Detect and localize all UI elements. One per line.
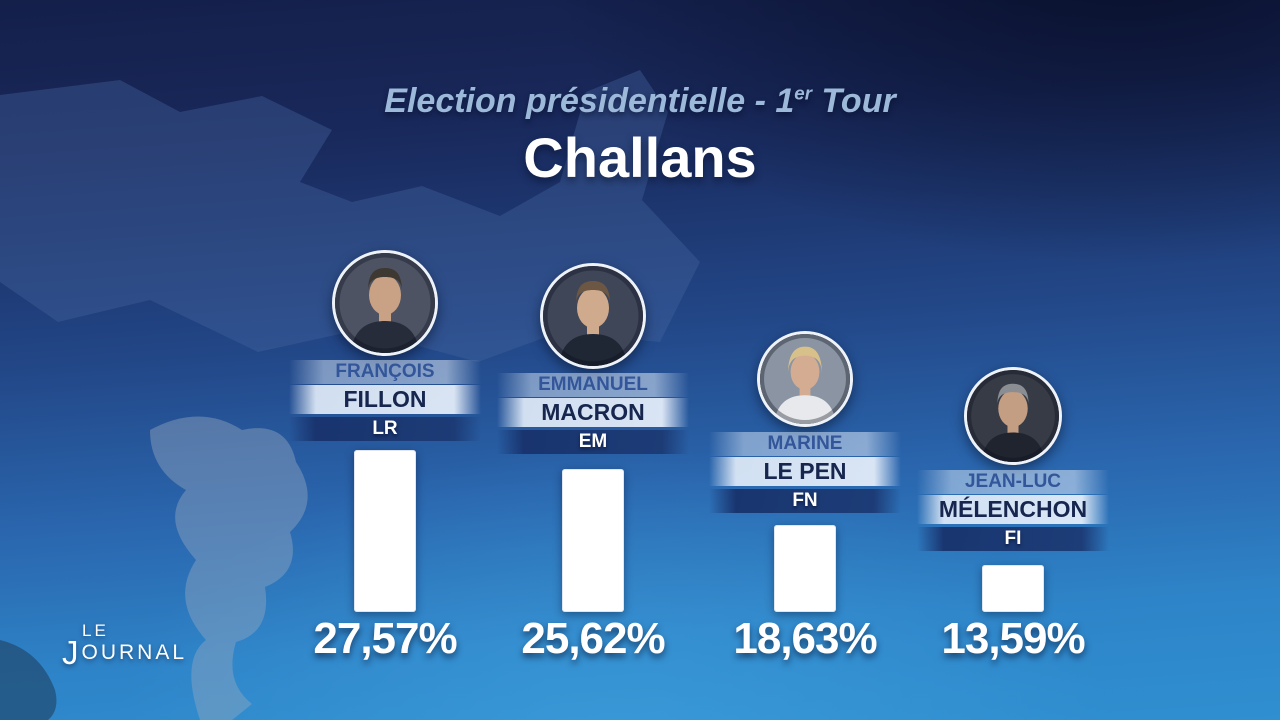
portrait-avatar-icon [760, 334, 850, 424]
avatar-vignette [760, 334, 850, 424]
logo-line-journal: JOURNAL [62, 636, 188, 669]
logo-initial: J [62, 634, 82, 671]
result-percentage: 18,63% [733, 614, 877, 663]
logo-line-le: LE [82, 621, 109, 640]
logo-rest: OURNAL [81, 641, 188, 664]
candidate-party-badge: FI [917, 527, 1109, 551]
candidate-party-badge: LR [289, 417, 481, 441]
portrait-avatar-icon [335, 253, 435, 353]
candidate-first-name: JEAN-LUC [917, 470, 1109, 494]
map-corner-shape [0, 640, 57, 720]
avatar-head [790, 353, 820, 390]
avatar-head [577, 288, 609, 328]
candidate-name-block: MARINE LE PEN FN [709, 432, 901, 513]
avatar-vignette [543, 266, 643, 366]
candidate-photo [757, 331, 853, 427]
candidate-name-block: JEAN-LUC MÉLENCHON FI [917, 470, 1109, 551]
result-percentage: 13,59% [941, 614, 1085, 663]
avatar-shoulders [773, 395, 837, 424]
candidate-photo [332, 250, 438, 356]
candidate-last-name: MÉLENCHON [917, 495, 1109, 524]
portrait-avatar-icon [543, 266, 643, 366]
candidate-photo [964, 367, 1062, 465]
avatar-hair [997, 383, 1029, 405]
avatar-hair [787, 346, 823, 376]
result-bar [774, 525, 836, 612]
avatar-neck [799, 382, 811, 397]
candidate-first-name: MARINE [709, 432, 901, 456]
le-journal-logo: LE JOURNAL [62, 621, 188, 670]
avatar-hair [576, 281, 610, 304]
result-percentage: 27,57% [313, 614, 457, 663]
candidate-column-melenchon: JEAN-LUC MÉLENCHON FI 13,59% [908, 0, 1118, 720]
map-region-shape [150, 416, 308, 720]
candidate-name-block: FRANÇOIS FILLON LR [289, 360, 481, 441]
candidate-last-name: MACRON [497, 398, 689, 427]
candidate-column-fillon: FRANÇOIS FILLON LR 27,57% [280, 0, 490, 720]
title-suffix: Tour [811, 82, 896, 120]
map-landmass-shape [0, 70, 700, 362]
result-bar [562, 469, 624, 612]
result-percentage: 25,62% [521, 614, 665, 663]
candidate-party-badge: FN [709, 489, 901, 513]
candidate-name-block: EMMANUEL MACRON EM [497, 373, 689, 454]
candidate-photo [540, 263, 646, 369]
header: Election présidentielle - 1er Tour Chall… [0, 82, 1280, 190]
avatar-vignette [967, 370, 1059, 462]
election-title: Election présidentielle - 1er Tour [0, 82, 1280, 121]
result-bar [982, 565, 1044, 612]
avatar-head [369, 275, 401, 315]
candidate-last-name: FILLON [289, 385, 481, 414]
candidate-first-name: EMMANUEL [497, 373, 689, 397]
candidate-column-macron: EMMANUEL MACRON EM 25,62% [488, 0, 698, 720]
title-ordinal-sup: er [794, 82, 812, 104]
city-name: Challans [523, 126, 757, 189]
result-bar [354, 450, 416, 612]
candidate-party-badge: EM [497, 430, 689, 454]
avatar-shoulders [558, 334, 628, 366]
avatar-shoulders [981, 432, 1045, 462]
avatar-head [998, 390, 1028, 428]
portrait-avatar-icon [967, 370, 1059, 462]
title-prefix: Election présidentielle - 1 [384, 82, 795, 120]
avatar-shoulders [350, 321, 420, 353]
candidate-column-lepen: MARINE LE PEN FN 18,63% [700, 0, 910, 720]
candidate-first-name: FRANÇOIS [289, 360, 481, 384]
candidate-last-name: LE PEN [709, 457, 901, 486]
avatar-vignette [335, 253, 435, 353]
avatar-hair [368, 268, 402, 291]
